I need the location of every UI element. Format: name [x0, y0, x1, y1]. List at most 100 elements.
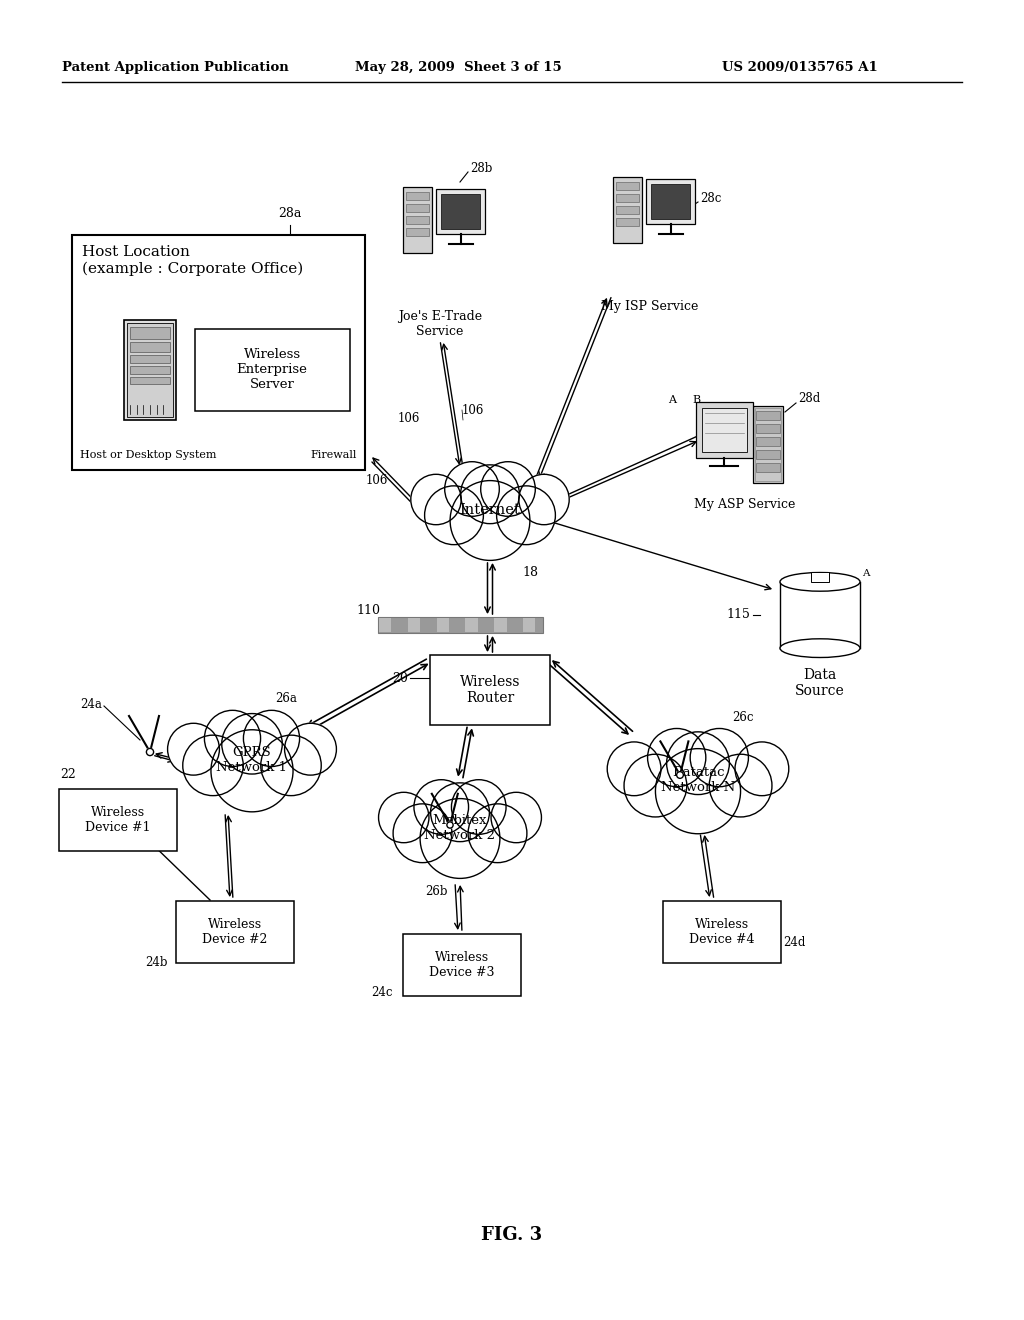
- Text: 24a: 24a: [80, 697, 102, 710]
- FancyBboxPatch shape: [616, 218, 639, 226]
- Text: 110: 110: [356, 603, 380, 616]
- FancyBboxPatch shape: [616, 206, 639, 214]
- FancyBboxPatch shape: [176, 902, 294, 964]
- FancyBboxPatch shape: [701, 408, 746, 451]
- Circle shape: [735, 742, 788, 796]
- FancyBboxPatch shape: [663, 902, 781, 964]
- Text: 24c: 24c: [372, 986, 393, 999]
- FancyBboxPatch shape: [695, 403, 753, 458]
- FancyBboxPatch shape: [403, 187, 432, 253]
- Circle shape: [497, 486, 555, 545]
- Text: 28d: 28d: [798, 392, 820, 404]
- FancyBboxPatch shape: [616, 182, 639, 190]
- Circle shape: [492, 792, 542, 842]
- Circle shape: [285, 723, 337, 775]
- Text: Wireless
Device #2: Wireless Device #2: [203, 917, 267, 946]
- Circle shape: [425, 486, 483, 545]
- Circle shape: [168, 723, 219, 775]
- Text: Mobitex
Network 2: Mobitex Network 2: [425, 814, 496, 842]
- FancyBboxPatch shape: [379, 618, 391, 632]
- Circle shape: [411, 474, 461, 525]
- Text: FIG. 3: FIG. 3: [481, 1226, 543, 1243]
- Circle shape: [393, 804, 452, 863]
- Text: Wireless
Device #1: Wireless Device #1: [85, 807, 151, 834]
- Circle shape: [205, 710, 260, 767]
- Text: 106: 106: [462, 404, 484, 417]
- Text: Firewall: Firewall: [310, 450, 357, 459]
- Text: Joe's E-Trade
Service: Joe's E-Trade Service: [398, 310, 482, 338]
- FancyBboxPatch shape: [378, 616, 543, 634]
- Circle shape: [379, 792, 429, 842]
- Text: B: B: [692, 395, 700, 405]
- FancyBboxPatch shape: [523, 618, 536, 632]
- FancyBboxPatch shape: [430, 655, 550, 725]
- Text: 28c: 28c: [700, 191, 721, 205]
- Circle shape: [431, 783, 489, 842]
- Text: GPRS
Network 1: GPRS Network 1: [216, 746, 288, 774]
- Text: 106: 106: [366, 474, 388, 487]
- Circle shape: [480, 462, 536, 516]
- FancyBboxPatch shape: [756, 412, 780, 420]
- Circle shape: [677, 772, 683, 779]
- FancyBboxPatch shape: [407, 193, 429, 201]
- Circle shape: [414, 780, 469, 834]
- Text: US 2009/0135765 A1: US 2009/0135765 A1: [722, 62, 878, 74]
- Text: Wireless
Device #3: Wireless Device #3: [429, 950, 495, 979]
- Text: May 28, 2009  Sheet 3 of 15: May 28, 2009 Sheet 3 of 15: [355, 62, 562, 74]
- Text: 24b: 24b: [145, 957, 168, 969]
- Circle shape: [468, 804, 527, 863]
- Text: Internet: Internet: [460, 503, 520, 517]
- FancyBboxPatch shape: [495, 618, 507, 632]
- Circle shape: [710, 754, 772, 817]
- Circle shape: [519, 474, 569, 525]
- Circle shape: [690, 729, 749, 787]
- Ellipse shape: [780, 573, 860, 591]
- FancyBboxPatch shape: [130, 378, 170, 384]
- Circle shape: [444, 462, 500, 516]
- FancyBboxPatch shape: [753, 407, 783, 483]
- Text: 28a: 28a: [279, 207, 302, 220]
- Circle shape: [146, 748, 154, 755]
- FancyBboxPatch shape: [441, 194, 480, 228]
- FancyBboxPatch shape: [403, 935, 521, 997]
- FancyBboxPatch shape: [124, 319, 176, 420]
- Text: 22: 22: [60, 768, 76, 781]
- Circle shape: [420, 799, 500, 878]
- FancyBboxPatch shape: [59, 789, 177, 851]
- Text: 115: 115: [726, 609, 750, 622]
- Text: Wireless
Device #4: Wireless Device #4: [689, 917, 755, 946]
- Circle shape: [452, 780, 506, 834]
- Text: Wireless
Router: Wireless Router: [460, 675, 520, 705]
- FancyBboxPatch shape: [408, 618, 420, 632]
- Text: Data
Source: Data Source: [795, 668, 845, 698]
- Text: Patent Application Publication: Patent Application Publication: [62, 62, 289, 74]
- FancyBboxPatch shape: [130, 327, 170, 339]
- FancyBboxPatch shape: [646, 178, 695, 224]
- Text: A: A: [862, 569, 869, 578]
- Text: Datatac
Network N: Datatac Network N: [660, 766, 735, 795]
- Text: 26b: 26b: [426, 884, 449, 898]
- FancyBboxPatch shape: [756, 424, 780, 433]
- FancyBboxPatch shape: [756, 450, 780, 459]
- Text: Host Location
(example : Corporate Office): Host Location (example : Corporate Offic…: [82, 246, 303, 276]
- FancyBboxPatch shape: [755, 408, 781, 480]
- FancyBboxPatch shape: [130, 366, 170, 374]
- Text: A: A: [668, 395, 676, 405]
- FancyBboxPatch shape: [436, 618, 449, 632]
- FancyBboxPatch shape: [72, 235, 365, 470]
- FancyBboxPatch shape: [407, 216, 429, 224]
- Circle shape: [244, 710, 300, 767]
- FancyBboxPatch shape: [780, 582, 860, 648]
- Circle shape: [647, 729, 706, 787]
- FancyBboxPatch shape: [436, 189, 485, 234]
- FancyBboxPatch shape: [130, 355, 170, 363]
- FancyBboxPatch shape: [651, 183, 690, 219]
- FancyBboxPatch shape: [811, 572, 829, 582]
- Circle shape: [446, 822, 453, 828]
- Circle shape: [655, 748, 740, 834]
- FancyBboxPatch shape: [127, 323, 173, 417]
- FancyBboxPatch shape: [616, 194, 639, 202]
- Circle shape: [211, 730, 293, 812]
- Circle shape: [624, 754, 687, 817]
- Text: Wireless
Enterprise
Server: Wireless Enterprise Server: [237, 348, 307, 392]
